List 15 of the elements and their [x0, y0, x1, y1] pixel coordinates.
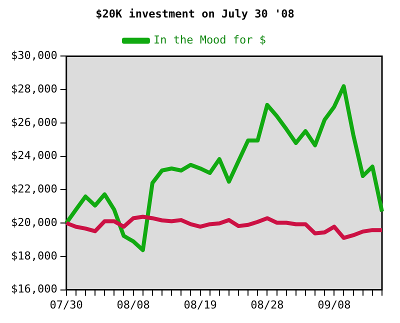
- y-tick-label: $26,000: [11, 116, 58, 129]
- y-tick-label: $30,000: [11, 49, 58, 62]
- x-tick-label: 07/30: [50, 298, 83, 312]
- x-tick-label: 08/28: [250, 298, 284, 312]
- y-tick-label: $22,000: [11, 182, 58, 196]
- x-tick-label: 08/19: [184, 298, 217, 312]
- chart-title: $20K investment on July 30 '08: [96, 7, 294, 20]
- x-tick-label: 09/08: [318, 298, 351, 312]
- y-tick-label: $24,000: [11, 149, 58, 162]
- y-tick-label: $28,000: [11, 82, 58, 96]
- legend-label: In the Mood for $: [153, 34, 266, 47]
- y-tick-label: $16,000: [11, 282, 58, 296]
- y-tick-label: $18,000: [11, 249, 58, 262]
- x-tick-label: 08/08: [116, 298, 150, 312]
- y-tick-label: $20,000: [11, 216, 58, 229]
